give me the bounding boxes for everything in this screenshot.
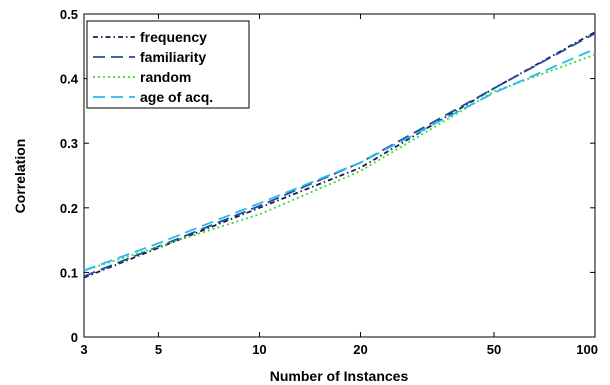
series-line-age-of-acq: [83, 48, 596, 272]
x-tick-label: 100: [576, 342, 598, 357]
legend-label-random: random: [140, 69, 191, 85]
series-lines: [83, 31, 596, 279]
y-axis: 0 0.1 0.2 0.3 0.4 0.5: [60, 7, 595, 345]
series-line-random: [83, 53, 596, 272]
x-axis: 3 5 10 20 50 100: [80, 14, 598, 357]
series-line-frequency: [83, 31, 596, 279]
y-tick-label: 0.5: [60, 7, 78, 22]
y-axis-label: Correlation: [12, 139, 28, 214]
legend: frequency familiarity random age of acq.: [86, 20, 250, 109]
legend-label-frequency: frequency: [140, 29, 207, 45]
x-tick-label: 5: [155, 342, 162, 357]
y-tick-label: 0.4: [60, 72, 79, 87]
x-tick-label: 3: [80, 342, 87, 357]
x-tick-label: 20: [353, 342, 367, 357]
x-axis-label: Number of Instances: [270, 368, 409, 384]
series-line-familiarity: [83, 32, 596, 278]
legend-label-age-of-acq: age of acq.: [140, 89, 213, 105]
legend-box: [86, 20, 250, 109]
y-tick-label: 0: [71, 330, 78, 345]
y-tick-label: 0.2: [60, 201, 78, 216]
x-tick-label: 10: [252, 342, 266, 357]
y-tick-label: 0.1: [60, 265, 78, 280]
y-tick-label: 0.3: [60, 136, 78, 151]
legend-label-familiarity: familiarity: [140, 49, 206, 65]
x-tick-label: 50: [487, 342, 501, 357]
